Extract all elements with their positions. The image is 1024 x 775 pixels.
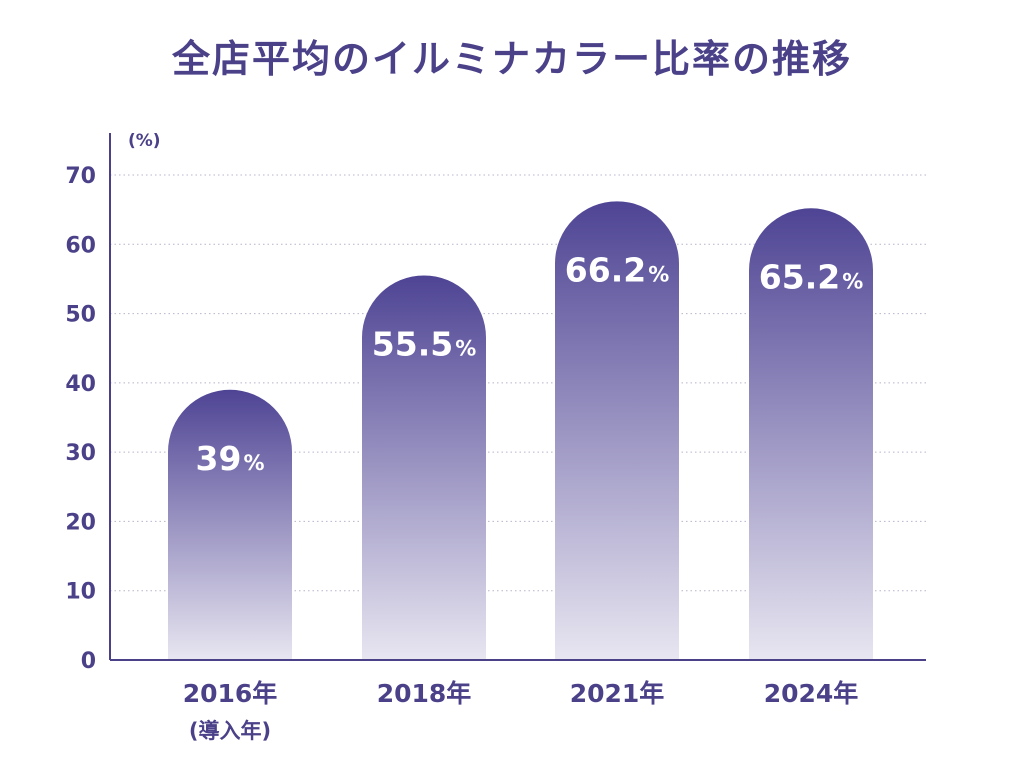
y-tick-label: 40 (65, 372, 96, 397)
data-label: 55.5% (372, 324, 476, 363)
x-tick-sublabel: (導入年) (189, 719, 271, 743)
data-label-suffix: % (243, 451, 264, 475)
data-label: 39% (196, 439, 265, 478)
y-tick-label: 60 (65, 233, 96, 258)
x-tick-label: 2018年 (377, 679, 472, 708)
x-tick-label: 2024年 (764, 679, 859, 708)
bar (555, 201, 679, 660)
y-tick-label: 50 (65, 303, 96, 328)
data-label: 65.2% (759, 257, 863, 296)
data-label-suffix: % (455, 336, 476, 360)
data-label-value: 39 (196, 439, 242, 478)
y-tick-label: 0 (81, 649, 96, 674)
y-tick-label: 20 (65, 510, 96, 535)
bar (168, 389, 292, 660)
y-tick-label: 70 (65, 164, 96, 189)
y-tick-label: 30 (65, 441, 96, 466)
data-label-suffix: % (842, 269, 863, 293)
x-tick-label: 2016年 (183, 679, 278, 708)
bar (362, 275, 486, 660)
data-label-value: 65.2 (759, 257, 840, 296)
bar (749, 208, 873, 660)
data-label: 66.2% (565, 250, 669, 289)
labels: 39% 2016年 (導入年) 55.5% 2018年 66.2% 2021年 65.2% 20… (183, 250, 864, 743)
data-label-value: 55.5 (372, 324, 453, 363)
data-label-value: 66.2 (565, 250, 646, 289)
y-unit-label: (%) (128, 131, 161, 151)
x-tick-label: 2021年 (570, 679, 665, 708)
data-label-suffix: % (648, 262, 669, 286)
y-tick-label: 10 (65, 580, 96, 605)
axes: (%) 0 10 20 30 40 50 60 70 (65, 131, 926, 674)
bars (168, 201, 873, 660)
chart-title: 全店平均のイルミナカラー比率の推移 (171, 37, 852, 81)
